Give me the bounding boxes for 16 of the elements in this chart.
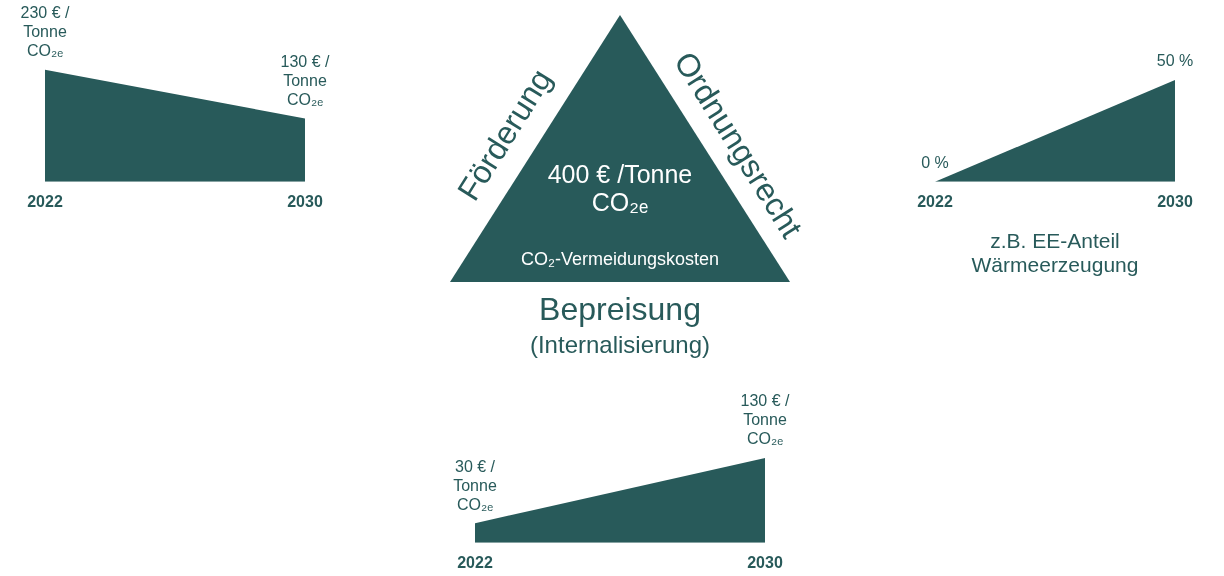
- x-tick-label: 2022: [457, 553, 493, 571]
- data-label: 130 € / Tonne CO₂ₑ: [740, 392, 791, 448]
- x-tick-label: 2030: [747, 553, 783, 571]
- data-label: 230 € / Tonne CO₂ₑ: [20, 4, 71, 60]
- x-tick-label: 2022: [917, 192, 953, 210]
- data-label: 0 %: [921, 154, 949, 172]
- text: CO₂-Vermeidungskosten: [520, 249, 720, 270]
- text: (Internalisierung): [529, 330, 711, 359]
- data-label: 130 € / Tonne CO₂ₑ: [280, 52, 331, 108]
- x-tick-label: 2030: [287, 192, 323, 210]
- x-tick-label: 2030: [1157, 192, 1193, 210]
- text: Bepreisung: [539, 291, 701, 328]
- data-label: 50 %: [1156, 52, 1194, 70]
- x-axis-title: z.B. EE-Anteil Wärmeerzeugung: [970, 229, 1140, 277]
- data-label: 30 € / Tonne CO₂ₑ: [453, 457, 497, 513]
- x-tick-label: 2022: [27, 192, 63, 210]
